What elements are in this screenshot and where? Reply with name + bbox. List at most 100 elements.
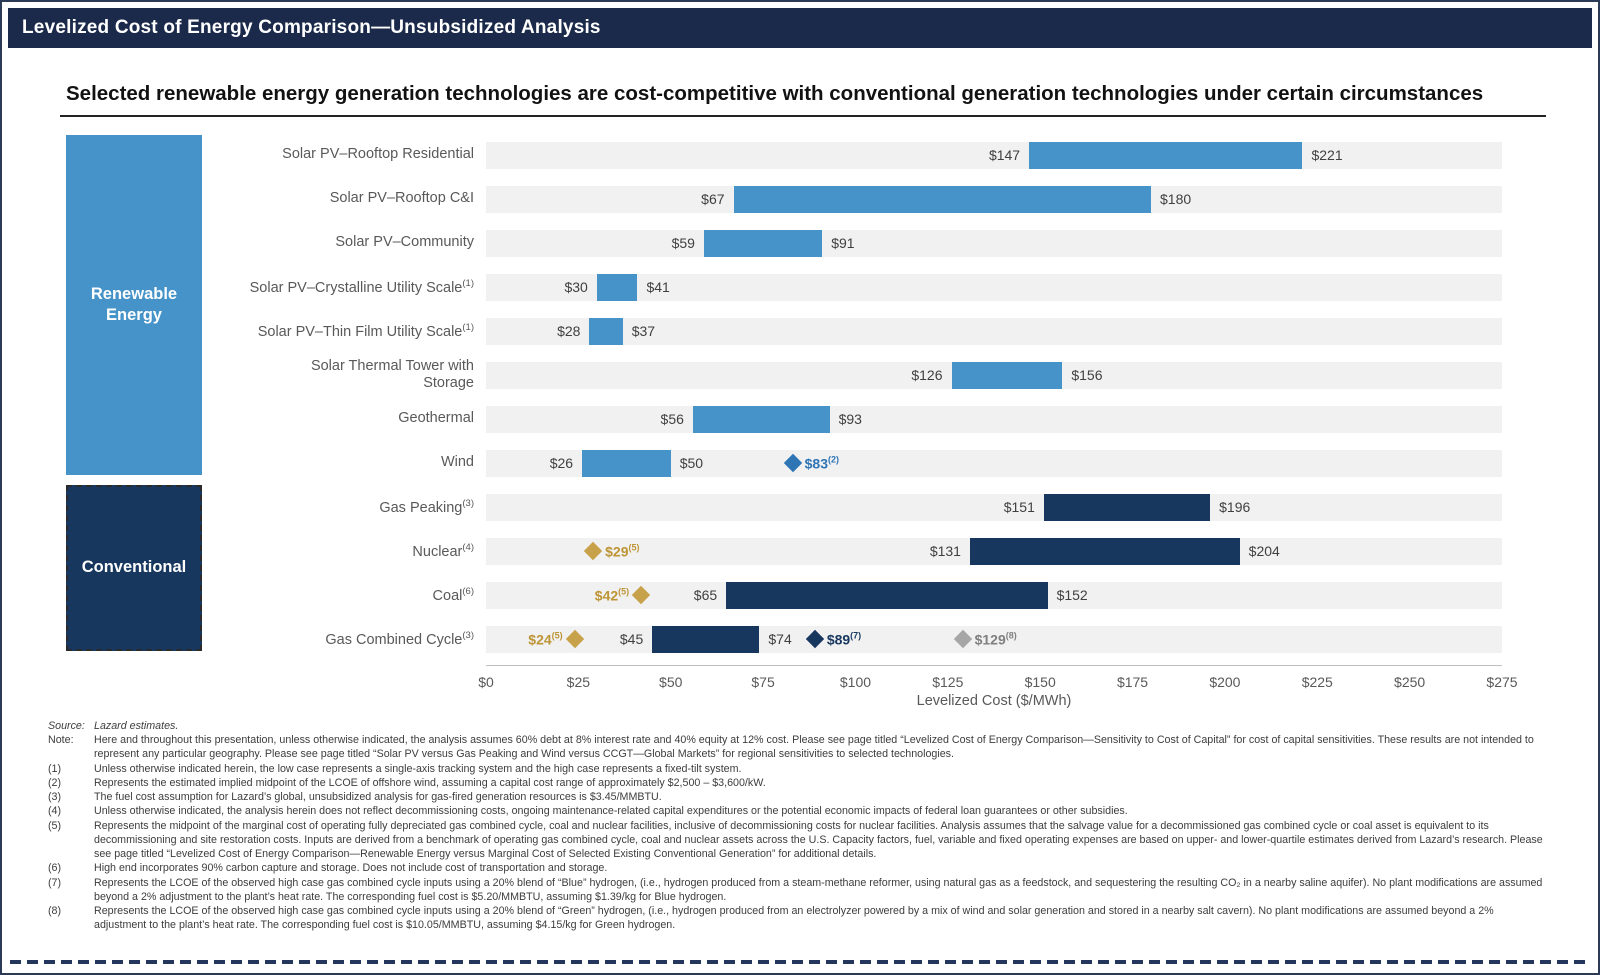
chart-row: Solar PV–Community $59 $91 — [202, 221, 1502, 265]
row-label: Solar PV–Crystalline Utility Scale(1) — [249, 277, 474, 296]
x-axis-tick: $150 — [1024, 674, 1056, 690]
range-bar — [582, 449, 671, 477]
range-bar — [969, 537, 1240, 565]
bar-track: $30 $41 — [486, 273, 1502, 301]
x-axis-tick: $125 — [932, 674, 964, 690]
bar-high-value: $41 — [646, 279, 670, 295]
bar-low-value: $45 — [619, 631, 644, 647]
chart-row: Solar Thermal Tower with Storage $126 $156 — [202, 353, 1502, 397]
footnote-tag: (1) — [48, 762, 62, 775]
chart-row: Gas Combined Cycle(3) $45 $74 $24(5) $89(7) $… — [202, 617, 1502, 661]
chart-row: Coal(6) $65 $152 $42(5) — [202, 573, 1502, 617]
chart-row: Solar PV–Crystalline Utility Scale(1) $30… — [202, 265, 1502, 309]
row-label: Solar PV–Rooftop C&I — [329, 190, 474, 207]
x-axis-spacer — [66, 661, 486, 692]
range-bar — [596, 273, 638, 301]
footnote-row: (7) Represents the LCOE of the observed h… — [48, 876, 1548, 904]
bar-track: $131 $204 $29(5) — [486, 537, 1502, 565]
bar-track: $126 $156 — [486, 361, 1502, 389]
chart-row: Gas Peaking(3) $151 $196 — [202, 485, 1502, 529]
range-bar — [1029, 141, 1303, 169]
bar-track: $147 $221 — [486, 141, 1502, 169]
chart-row: Nuclear(4) $131 $204 $29(5) — [202, 529, 1502, 573]
bar-low-value: $151 — [1003, 499, 1035, 515]
bar-low-value: $65 — [693, 587, 718, 603]
chart-row: Solar PV–Rooftop C&I $67 $180 — [202, 177, 1502, 221]
footnote-row: Note: Here and throughout this presentati… — [48, 733, 1548, 761]
footnote-tag: (2) — [48, 776, 62, 789]
row-label: Solar PV–Thin Film Utility Scale(1) — [257, 321, 474, 340]
x-axis: $0 $25 $50 $75 $100 $125 $150 $175 $200 $225 $250 $… — [66, 661, 1518, 692]
bar-low-value: $131 — [929, 543, 961, 559]
footnote-text: Represents the LCOE of the observed high… — [94, 905, 1494, 932]
chart-row: Wind $26 $50 $83(2) — [202, 441, 1502, 485]
footnote-row: (6) High end incorporates 90% carbon capt… — [48, 861, 1548, 875]
category-column: Renewable Energy Conventional — [66, 133, 202, 661]
marker-diamond-icon — [631, 585, 651, 605]
x-axis-tick: $175 — [1116, 674, 1149, 690]
footnote-text: The fuel cost assumption for Lazard’s gl… — [94, 791, 662, 804]
x-axis-title-spacer — [66, 692, 486, 709]
bar-high-value: $91 — [831, 235, 855, 251]
footnote-row: (5) Represents the midpoint of the margin… — [48, 819, 1548, 862]
row-label: Solar PV–Rooftop Residential — [282, 146, 474, 163]
bar-low-value: $26 — [549, 455, 574, 471]
bar-high-value: $152 — [1056, 587, 1088, 603]
bar-high-value: $74 — [768, 631, 792, 647]
footnote-tag: (3) — [48, 791, 62, 804]
row-label: Geothermal — [398, 410, 474, 427]
x-axis-tick: $50 — [659, 674, 683, 690]
x-axis-tick: $225 — [1301, 674, 1333, 690]
footnote-text: Represents the midpoint of the marginal … — [94, 819, 1543, 861]
footnote-tag: (5) — [48, 819, 62, 832]
bar-low-value: $30 — [564, 279, 588, 295]
footnote-tag: (8) — [48, 905, 62, 918]
range-bar — [733, 185, 1151, 213]
chart-rows: Solar PV–Rooftop Residential $147 $221 Sola… — [202, 133, 1502, 661]
lcoe-chart: Renewable Energy Conventional Solar PV–R… — [66, 133, 1502, 661]
bar-low-value: $147 — [988, 147, 1021, 163]
range-bar — [726, 581, 1048, 609]
range-bar — [652, 625, 760, 653]
bar-track: $26 $50 $83(2) — [486, 449, 1502, 477]
footnote-text: Represents the estimated implied midpoin… — [94, 776, 766, 789]
footnote-tag: (4) — [48, 805, 62, 818]
slide-header: Levelized Cost of Energy Comparison—Unsu… — [8, 8, 1592, 48]
x-axis-tick: $100 — [839, 674, 872, 690]
row-label: Wind — [440, 454, 474, 471]
bar-high-value: $196 — [1219, 499, 1251, 515]
footnote-tag: (6) — [48, 862, 62, 875]
bar-high-value: $37 — [631, 323, 656, 339]
x-axis-tick: $275 — [1486, 674, 1518, 690]
footnote-row: (3) The fuel cost assumption for Lazard’s… — [48, 790, 1548, 804]
bar-low-value: $67 — [701, 191, 725, 207]
x-axis-tick: $0 — [478, 674, 494, 690]
category-conventional: Conventional — [66, 485, 202, 651]
bar-high-value: $180 — [1160, 191, 1192, 207]
bar-high-value: $204 — [1248, 543, 1280, 559]
chart-row: Solar PV–Thin Film Utility Scale(1) $28 $3… — [202, 309, 1502, 353]
footnote-tag: (7) — [48, 876, 62, 889]
marker-value-label: $89(7) — [826, 630, 862, 648]
bar-low-value: $59 — [671, 235, 695, 251]
chart-row: Geothermal $56 $93 — [202, 397, 1502, 441]
footnote-tag: Source: — [48, 720, 85, 732]
x-axis-tick: $250 — [1394, 674, 1426, 690]
x-axis-tick: $75 — [751, 674, 775, 690]
bar-low-value: $28 — [557, 323, 581, 339]
range-bar — [1043, 493, 1211, 521]
footnote-row: Source: Lazard estimates. — [48, 719, 1548, 733]
footnote-text: Represents the LCOE of the observed high… — [94, 876, 1543, 903]
footnote-text: High end incorporates 90% carbon capture… — [94, 862, 608, 875]
range-bar — [951, 361, 1063, 389]
row-label: Solar PV–Community — [335, 234, 474, 251]
range-bar — [692, 405, 830, 433]
category-renewable-energy: Renewable Energy — [66, 135, 202, 475]
subtitle-rule — [60, 115, 1546, 117]
marker-diamond-icon — [565, 629, 584, 649]
bar-low-value: $56 — [660, 411, 684, 427]
footnote-row: (4) Unless otherwise indicated, the analy… — [48, 804, 1548, 818]
range-bar — [703, 229, 823, 257]
footnote-text: Lazard estimates. — [94, 720, 179, 732]
x-axis-tick: $25 — [566, 674, 591, 690]
